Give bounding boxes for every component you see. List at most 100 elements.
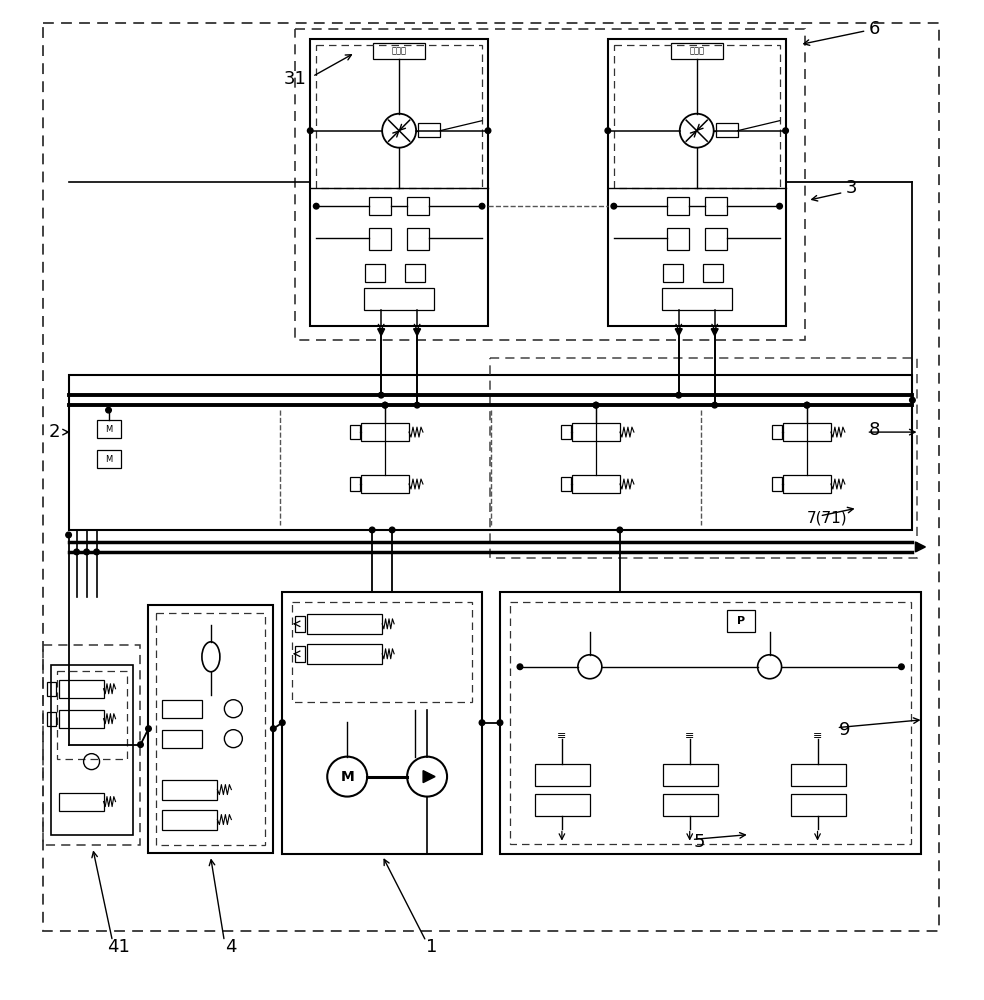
Polygon shape [423, 771, 435, 783]
Bar [162, 730, 203, 748]
Bar [69, 375, 912, 530]
Bar [350, 425, 360, 439]
Bar [369, 197, 392, 215]
Text: 1: 1 [426, 938, 438, 956]
Text: 9: 9 [838, 721, 850, 739]
Text: ≡: ≡ [685, 731, 695, 741]
Bar [662, 288, 732, 310]
Bar [59, 710, 103, 728]
Bar [407, 197, 429, 215]
Circle shape [84, 549, 90, 555]
Bar [572, 423, 620, 441]
Circle shape [776, 203, 782, 209]
Circle shape [390, 527, 395, 533]
Circle shape [271, 726, 277, 731]
Bar [316, 45, 482, 188]
Bar [490, 358, 917, 558]
Polygon shape [711, 329, 718, 336]
Circle shape [593, 402, 599, 408]
Bar [369, 228, 392, 250]
Bar [510, 602, 911, 844]
Bar [561, 425, 571, 439]
Circle shape [382, 402, 388, 408]
Bar [282, 592, 482, 854]
Bar [59, 793, 103, 811]
Circle shape [676, 392, 682, 398]
Circle shape [369, 527, 375, 533]
Circle shape [711, 402, 717, 408]
Text: M: M [105, 425, 112, 434]
Text: 2: 2 [49, 423, 60, 441]
Text: M: M [105, 455, 112, 464]
Bar [57, 671, 127, 759]
Bar [162, 810, 217, 830]
Bar [47, 712, 56, 726]
Circle shape [279, 720, 285, 725]
Bar [59, 680, 103, 698]
Circle shape [93, 549, 99, 555]
Bar [783, 423, 830, 441]
Bar [307, 614, 382, 634]
Polygon shape [378, 329, 385, 336]
Bar [292, 602, 472, 702]
Circle shape [783, 128, 788, 133]
Circle shape [593, 402, 599, 408]
Bar [500, 592, 921, 854]
Bar [715, 123, 738, 137]
Bar [535, 794, 589, 816]
Circle shape [804, 402, 810, 408]
Circle shape [804, 402, 810, 408]
Circle shape [479, 720, 485, 725]
Bar [310, 39, 488, 326]
Bar [705, 228, 726, 250]
Bar [790, 764, 845, 786]
Bar [47, 682, 56, 696]
Text: 6: 6 [869, 20, 880, 38]
Text: M: M [340, 770, 354, 784]
Bar [156, 613, 266, 845]
Polygon shape [675, 329, 682, 336]
Bar [295, 29, 805, 340]
Polygon shape [413, 329, 420, 336]
Bar [365, 264, 385, 282]
Bar [667, 197, 689, 215]
Text: 5: 5 [694, 833, 706, 851]
Text: 7(71): 7(71) [807, 510, 848, 525]
Circle shape [518, 664, 523, 670]
Circle shape [479, 203, 485, 209]
Bar [149, 605, 274, 853]
Bar [726, 610, 755, 632]
Text: 4: 4 [224, 938, 236, 956]
Bar [671, 43, 722, 59]
Bar [361, 423, 409, 441]
Bar [295, 616, 305, 632]
Bar [772, 425, 782, 439]
Circle shape [105, 407, 111, 413]
Bar [96, 450, 120, 468]
Bar [162, 780, 217, 800]
Bar [535, 764, 589, 786]
Bar [96, 420, 120, 438]
Text: 31: 31 [283, 70, 307, 88]
Circle shape [605, 128, 611, 133]
Bar [418, 123, 440, 137]
Circle shape [909, 397, 915, 403]
Text: 减速机: 减速机 [689, 46, 705, 55]
Text: ≡: ≡ [813, 731, 823, 741]
Circle shape [485, 128, 491, 133]
Circle shape [314, 203, 319, 209]
Bar [405, 264, 425, 282]
Bar [608, 39, 785, 326]
Bar [50, 665, 133, 835]
Circle shape [379, 392, 384, 398]
Circle shape [307, 128, 313, 133]
Bar [663, 264, 683, 282]
Bar [361, 475, 409, 493]
Bar [42, 645, 141, 845]
Circle shape [146, 726, 152, 731]
Bar [407, 228, 429, 250]
Circle shape [611, 203, 617, 209]
Circle shape [497, 720, 503, 725]
Text: P: P [737, 616, 745, 626]
Polygon shape [915, 542, 925, 552]
